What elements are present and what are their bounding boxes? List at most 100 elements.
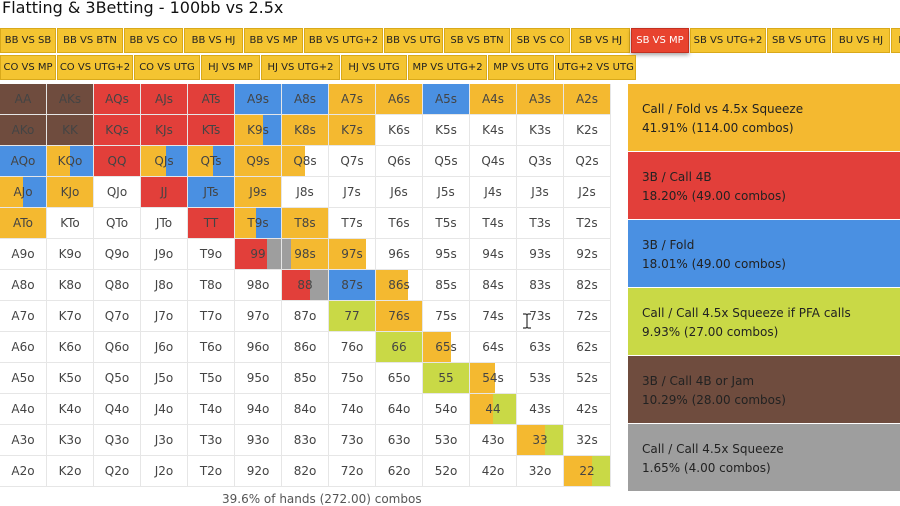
hand-cell-t6s[interactable]: T6s bbox=[376, 208, 423, 239]
hand-cell-a6s[interactable]: A6s bbox=[376, 84, 423, 115]
hand-cell-aks[interactable]: AKs bbox=[47, 84, 94, 115]
hand-cell-83s[interactable]: 83s bbox=[517, 270, 564, 301]
hand-cell-88[interactable]: 88 bbox=[282, 270, 329, 301]
hand-cell-64s[interactable]: 64s bbox=[470, 332, 517, 363]
tab-co-vs-utg[interactable]: CO VS UTG bbox=[134, 55, 200, 80]
hand-cell-a7o[interactable]: A7o bbox=[0, 301, 47, 332]
hand-cell-j2s[interactable]: J2s bbox=[564, 177, 611, 208]
hand-cell-k3s[interactable]: K3s bbox=[517, 115, 564, 146]
tab-sb-vs-co[interactable]: SB VS CO bbox=[511, 28, 570, 53]
hand-cell-85s[interactable]: 85s bbox=[423, 270, 470, 301]
tab-bb-vs-mp[interactable]: BB VS MP bbox=[244, 28, 303, 53]
hand-cell-72o[interactable]: 72o bbox=[329, 456, 376, 487]
hand-cell-77[interactable]: 77 bbox=[329, 301, 376, 332]
hand-cell-kjs[interactable]: KJs bbox=[141, 115, 188, 146]
hand-cell-84o[interactable]: 84o bbox=[282, 394, 329, 425]
hand-cell-66[interactable]: 66 bbox=[376, 332, 423, 363]
hand-cell-ako[interactable]: AKo bbox=[0, 115, 47, 146]
hand-cell-k9s[interactable]: K9s bbox=[235, 115, 282, 146]
hand-cell-j8o[interactable]: J8o bbox=[141, 270, 188, 301]
hand-cell-85o[interactable]: 85o bbox=[282, 363, 329, 394]
hand-cell-k2o[interactable]: K2o bbox=[47, 456, 94, 487]
hand-cell-52o[interactable]: 52o bbox=[423, 456, 470, 487]
hand-cell-94s[interactable]: 94s bbox=[470, 239, 517, 270]
hand-cell-k4o[interactable]: K4o bbox=[47, 394, 94, 425]
tab-bb-vs-utg[interactable]: BB VS UTG bbox=[384, 28, 443, 53]
hand-cell-k5o[interactable]: K5o bbox=[47, 363, 94, 394]
hand-cell-55[interactable]: 55 bbox=[423, 363, 470, 394]
hand-cell-aa[interactable]: AA bbox=[0, 84, 47, 115]
hand-cell-22[interactable]: 22 bbox=[564, 456, 611, 487]
hand-cell-aqs[interactable]: AQs bbox=[94, 84, 141, 115]
hand-cell-43o[interactable]: 43o bbox=[470, 425, 517, 456]
hand-cell-k6o[interactable]: K6o bbox=[47, 332, 94, 363]
hand-cell-q5o[interactable]: Q5o bbox=[94, 363, 141, 394]
hand-cell-82s[interactable]: 82s bbox=[564, 270, 611, 301]
hand-cell-k8s[interactable]: K8s bbox=[282, 115, 329, 146]
hand-cell-qts[interactable]: QTs bbox=[188, 146, 235, 177]
hand-cell-t8s[interactable]: T8s bbox=[282, 208, 329, 239]
hand-cell-95s[interactable]: 95s bbox=[423, 239, 470, 270]
hand-cell-q4o[interactable]: Q4o bbox=[94, 394, 141, 425]
hand-cell-aqo[interactable]: AQo bbox=[0, 146, 47, 177]
hand-cell-jto[interactable]: JTo bbox=[141, 208, 188, 239]
hand-cell-a8o[interactable]: A8o bbox=[0, 270, 47, 301]
hand-cell-k3o[interactable]: K3o bbox=[47, 425, 94, 456]
hand-cell-q6s[interactable]: Q6s bbox=[376, 146, 423, 177]
hand-cell-93o[interactable]: 93o bbox=[235, 425, 282, 456]
hand-cell-84s[interactable]: 84s bbox=[470, 270, 517, 301]
hand-cell-a5s[interactable]: A5s bbox=[423, 84, 470, 115]
hand-cell-j9o[interactable]: J9o bbox=[141, 239, 188, 270]
hand-cell-qjo[interactable]: QJo bbox=[94, 177, 141, 208]
hand-cell-t3o[interactable]: T3o bbox=[188, 425, 235, 456]
hand-cell-a3o[interactable]: A3o bbox=[0, 425, 47, 456]
tab-bb-vs-sb[interactable]: BB VS SB bbox=[0, 28, 56, 53]
hand-cell-75o[interactable]: 75o bbox=[329, 363, 376, 394]
hand-cell-a2o[interactable]: A2o bbox=[0, 456, 47, 487]
hand-cell-j3s[interactable]: J3s bbox=[517, 177, 564, 208]
hand-cell-kto[interactable]: KTo bbox=[47, 208, 94, 239]
hand-cell-t2s[interactable]: T2s bbox=[564, 208, 611, 239]
hand-cell-kqo[interactable]: KQo bbox=[47, 146, 94, 177]
hand-cell-qto[interactable]: QTo bbox=[94, 208, 141, 239]
hand-cell-k8o[interactable]: K8o bbox=[47, 270, 94, 301]
hand-cell-74s[interactable]: 74s bbox=[470, 301, 517, 332]
hand-cell-qjs[interactable]: QJs bbox=[141, 146, 188, 177]
hand-cell-87s[interactable]: 87s bbox=[329, 270, 376, 301]
tab-sb-vs-mp[interactable]: SB VS MP bbox=[631, 28, 689, 53]
hand-cell-a4o[interactable]: A4o bbox=[0, 394, 47, 425]
tab-hj-vs-mp[interactable]: HJ VS MP bbox=[201, 55, 260, 80]
hand-cell-a9o[interactable]: A9o bbox=[0, 239, 47, 270]
hand-cell-t4o[interactable]: T4o bbox=[188, 394, 235, 425]
tab-co-vs-mp[interactable]: CO VS MP bbox=[0, 55, 56, 80]
tab-mp-vs-utg[interactable]: MP VS UTG bbox=[488, 55, 554, 80]
hand-cell-52s[interactable]: 52s bbox=[564, 363, 611, 394]
hand-cell-q2o[interactable]: Q2o bbox=[94, 456, 141, 487]
hand-cell-74o[interactable]: 74o bbox=[329, 394, 376, 425]
hand-cell-92o[interactable]: 92o bbox=[235, 456, 282, 487]
hand-cell-q5s[interactable]: Q5s bbox=[423, 146, 470, 177]
tab-sb-vs-utgplus2[interactable]: SB VS UTG+2 bbox=[690, 28, 766, 53]
hand-cell-kqs[interactable]: KQs bbox=[94, 115, 141, 146]
hand-cell-54s[interactable]: 54s bbox=[470, 363, 517, 394]
hand-cell-a8s[interactable]: A8s bbox=[282, 84, 329, 115]
hand-cell-a7s[interactable]: A7s bbox=[329, 84, 376, 115]
hand-cell-t8o[interactable]: T8o bbox=[188, 270, 235, 301]
hand-cell-j3o[interactable]: J3o bbox=[141, 425, 188, 456]
hand-cell-98o[interactable]: 98o bbox=[235, 270, 282, 301]
hand-cell-t7s[interactable]: T7s bbox=[329, 208, 376, 239]
hand-cell-a4s[interactable]: A4s bbox=[470, 84, 517, 115]
hand-cell-a5o[interactable]: A5o bbox=[0, 363, 47, 394]
hand-cell-53s[interactable]: 53s bbox=[517, 363, 564, 394]
hand-cell-65s[interactable]: 65s bbox=[423, 332, 470, 363]
hand-cell-j6s[interactable]: J6s bbox=[376, 177, 423, 208]
hand-cell-t2o[interactable]: T2o bbox=[188, 456, 235, 487]
hand-cell-ato[interactable]: ATo bbox=[0, 208, 47, 239]
hand-cell-q2s[interactable]: Q2s bbox=[564, 146, 611, 177]
hand-cell-k5s[interactable]: K5s bbox=[423, 115, 470, 146]
hand-cell-q4s[interactable]: Q4s bbox=[470, 146, 517, 177]
hand-cell-j6o[interactable]: J6o bbox=[141, 332, 188, 363]
hand-cell-92s[interactable]: 92s bbox=[564, 239, 611, 270]
hand-cell-k6s[interactable]: K6s bbox=[376, 115, 423, 146]
hand-cell-53o[interactable]: 53o bbox=[423, 425, 470, 456]
